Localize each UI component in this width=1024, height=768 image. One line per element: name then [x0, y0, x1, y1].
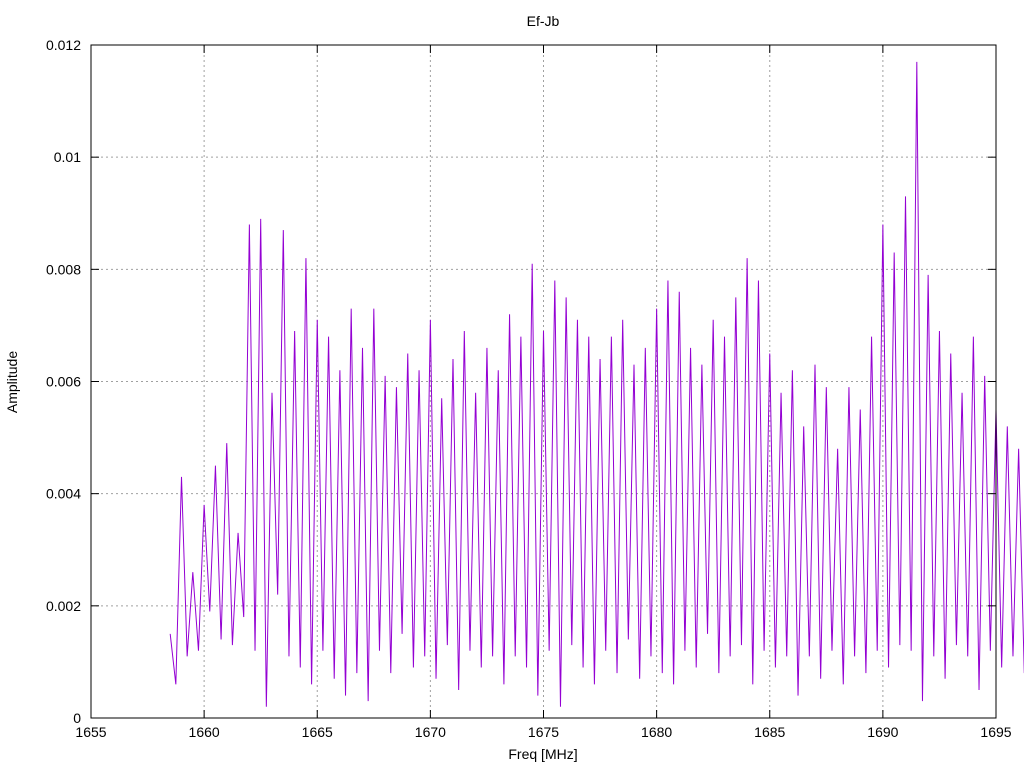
x-axis-label: Freq [MHz] — [508, 746, 577, 762]
x-tick-labels: 1655 1660 1665 1670 1675 1680 1685 1690 1695 — [75, 724, 1011, 740]
x-tick-label: 1690 — [867, 724, 898, 740]
y-tick-label: 0.01 — [54, 149, 81, 165]
y-tick-label: 0.006 — [46, 374, 81, 390]
x-tick-label: 1685 — [754, 724, 785, 740]
x-tick-label: 1680 — [641, 724, 672, 740]
x-tick-label: 1665 — [302, 724, 333, 740]
y-tick-label: 0.002 — [46, 598, 81, 614]
series-layer — [169, 61, 1024, 707]
y-tick-label: 0.008 — [46, 261, 81, 277]
y-tick-label: 0 — [73, 710, 81, 726]
y-tick-label: 0.004 — [46, 486, 81, 502]
x-tick-label: 1660 — [189, 724, 220, 740]
x-tick-label: 1695 — [980, 724, 1011, 740]
y-axis-label: Amplitude — [4, 351, 20, 413]
ticks — [90, 44, 997, 719]
x-tick-label: 1655 — [75, 724, 106, 740]
y-tick-labels: 0 0.002 0.004 0.006 0.008 0.01 0.012 — [46, 37, 81, 726]
x-tick-label: 1675 — [528, 724, 559, 740]
y-tick-label: 0.012 — [46, 37, 81, 53]
x-tick-label: 1670 — [415, 724, 446, 740]
chart-title: Ef-Jb — [527, 13, 560, 29]
grid — [91, 45, 996, 718]
series-line — [169, 61, 1024, 707]
